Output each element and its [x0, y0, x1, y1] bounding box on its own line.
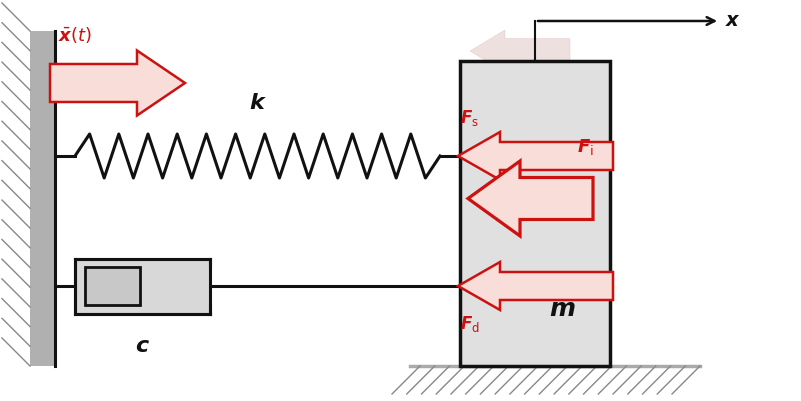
Text: $\boldsymbol{m}$: $\boldsymbol{m}$: [549, 298, 575, 321]
Text: $\boldsymbol{k}$: $\boldsymbol{k}$: [248, 92, 267, 114]
Polygon shape: [470, 80, 570, 122]
Text: $\boldsymbol{c}$: $\boldsymbol{c}$: [135, 336, 150, 358]
Polygon shape: [468, 161, 593, 236]
Polygon shape: [50, 51, 185, 115]
Text: $\boldsymbol{F}_\mathrm{d}$: $\boldsymbol{F}_\mathrm{d}$: [460, 314, 480, 334]
Polygon shape: [470, 30, 570, 72]
Polygon shape: [470, 130, 570, 172]
Text: $\boldsymbol{x}$: $\boldsymbol{x}$: [725, 12, 741, 30]
Polygon shape: [458, 262, 613, 310]
Polygon shape: [458, 132, 613, 180]
Text: $\boldsymbol{F}_\mathrm{s}$: $\boldsymbol{F}_\mathrm{s}$: [460, 108, 479, 128]
Text: $\boldsymbol{F}_\mathrm{i}$: $\boldsymbol{F}_\mathrm{i}$: [577, 136, 594, 156]
Bar: [460, 61, 610, 366]
Bar: [30, 31, 55, 366]
Bar: [75, 259, 210, 314]
Bar: [85, 267, 140, 305]
Text: $\bar{\boldsymbol{x}}(t)$: $\bar{\boldsymbol{x}}(t)$: [58, 25, 92, 45]
